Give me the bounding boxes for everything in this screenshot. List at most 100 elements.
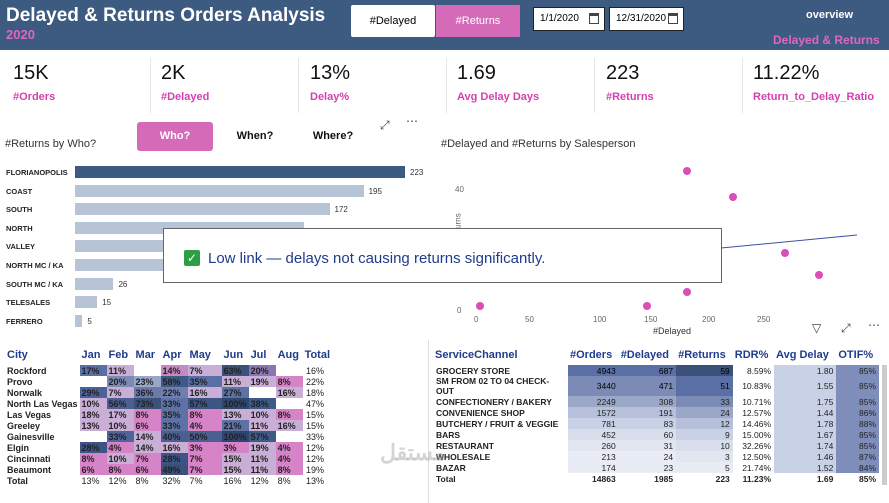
- table-row[interactable]: RESTAURANT 260 31 10 32.26% 1.74 85%: [433, 440, 879, 451]
- heat-cell: 8%: [275, 464, 303, 475]
- bar[interactable]: [75, 166, 405, 178]
- table-row[interactable]: North Las Vegas 10% 56% 73% 33% 57% 100% 38% 47%: [5, 398, 332, 409]
- table-row[interactable]: Provo 20% 23% 58% 35% 11% 19% 8% 22%: [5, 376, 332, 387]
- table-row[interactable]: Total 14863 1985 223 11.23% 1.69 85%: [433, 473, 879, 484]
- table-row[interactable]: WHOLESALE 213 24 3 12.50% 1.46 87%: [433, 451, 879, 462]
- column-header[interactable]: Jan: [81, 349, 101, 361]
- date-to-input[interactable]: 12/31/2020: [609, 7, 684, 31]
- focus-mode-icon[interactable]: ⤢: [380, 118, 390, 132]
- row-total: 13%: [306, 475, 325, 486]
- heat-cell: 8%: [275, 409, 303, 420]
- table-row[interactable]: Elgin 28% 4% 14% 16% 3% 3% 19% 4% 12%: [5, 442, 332, 453]
- heat-cell: 8%: [133, 475, 161, 486]
- heat-cell: [275, 398, 303, 409]
- table-row[interactable]: BAZAR 174 23 5 21.74% 1.52 84%: [433, 462, 879, 473]
- column-header[interactable]: RDR%: [734, 349, 769, 361]
- bar[interactable]: [75, 184, 364, 197]
- table-row[interactable]: CONVENIENCE SHOP 1572 191 24 12.57% 1.44 86%: [433, 407, 879, 418]
- heat-cell: 8%: [187, 409, 222, 420]
- heat-cell: 57%: [187, 398, 222, 409]
- column-header[interactable]: Jul: [250, 349, 267, 361]
- table-row[interactable]: BARS 452 60 9 15.00% 1.67 85%: [433, 429, 879, 440]
- bar[interactable]: [75, 314, 83, 327]
- focus-mode-icon[interactable]: ⤢: [841, 321, 851, 335]
- heat-cell: 33%: [160, 398, 188, 409]
- table-row[interactable]: BUTCHERY / FRUIT & VEGGIE 781 83 12 14.46% 1.…: [433, 418, 879, 429]
- cell-returns: 223: [715, 473, 730, 484]
- table-row[interactable]: Cincinnati 8% 10% 7% 28% 7% 15% 11% 4% 12%: [5, 453, 332, 464]
- city-name: Beaumont: [7, 464, 52, 475]
- column-header[interactable]: Avg Delay: [776, 349, 829, 361]
- segment-when[interactable]: When?: [236, 130, 274, 142]
- heat-cell: 11%: [221, 376, 249, 387]
- more-options-icon[interactable]: ⋯: [868, 318, 880, 332]
- returns-toggle-button[interactable]: #Returns: [436, 5, 520, 37]
- segment-where[interactable]: Where?: [312, 130, 354, 142]
- filter-icon[interactable]: ▽: [812, 321, 822, 335]
- scatter-point[interactable]: [642, 301, 651, 310]
- heat-cell: 22%: [160, 387, 188, 398]
- divider: [742, 58, 743, 113]
- row-total: 16%: [306, 365, 325, 376]
- heat-cell: 7%: [187, 365, 222, 376]
- cell-orders: 2249: [568, 396, 619, 407]
- column-header[interactable]: Feb: [108, 349, 129, 361]
- table-row[interactable]: Norwalk 29% 7% 36% 22% 16% 27% 16% 18%: [5, 387, 332, 398]
- date-from-input[interactable]: 1/1/2020: [533, 7, 605, 31]
- bar[interactable]: [75, 277, 114, 290]
- column-header[interactable]: #Returns: [678, 349, 726, 361]
- column-header[interactable]: #Delayed: [620, 349, 669, 361]
- bar[interactable]: [75, 203, 330, 216]
- scatter-point[interactable]: [780, 248, 789, 257]
- table-row[interactable]: GROCERY STORE 4943 687 59 8.59% 1.80 85%: [433, 365, 879, 376]
- table-row[interactable]: Rockford 17% 11% 14% 7% 63% 20% 16%: [5, 365, 332, 376]
- table-row[interactable]: CONFECTIONERY / BAKERY 2249 308 33 10.71% 1.7…: [433, 396, 879, 407]
- segment-who[interactable]: Who?: [137, 122, 213, 151]
- scatter-point[interactable]: [728, 193, 737, 202]
- column-header[interactable]: Total: [304, 349, 331, 361]
- bar[interactable]: [75, 296, 98, 309]
- heat-cell: 6%: [133, 420, 161, 431]
- heat-cell: 7%: [106, 387, 134, 398]
- column-header[interactable]: City: [7, 349, 28, 361]
- table-row[interactable]: Gainesville 33% 14% 40% 50% 100% 57% 33%: [5, 431, 332, 442]
- column-header[interactable]: ServiceChannel: [435, 349, 518, 361]
- kpi-value: 13%: [310, 62, 351, 84]
- column-header[interactable]: Mar: [135, 349, 156, 361]
- divider: [428, 340, 429, 503]
- table-row[interactable]: Greeley 13% 10% 6% 33% 4% 21% 11% 16% 15%: [5, 420, 332, 431]
- column-header[interactable]: Apr: [162, 349, 182, 361]
- overview-link[interactable]: overview: [806, 9, 854, 21]
- x-tick: 250: [757, 315, 771, 324]
- table-row[interactable]: Las Vegas 18% 17% 8% 35% 8% 13% 10% 8% 15%: [5, 409, 332, 420]
- scatter-point[interactable]: [475, 301, 484, 310]
- scatter-point[interactable]: [682, 287, 691, 296]
- table-row[interactable]: Total 13% 12% 8% 32% 7% 16% 12% 8% 13%: [5, 475, 332, 486]
- heat-cell: 12%: [106, 475, 134, 486]
- column-header[interactable]: May: [189, 349, 211, 361]
- bar[interactable]: [75, 259, 186, 271]
- city-name: Elgin: [7, 442, 29, 453]
- more-options-icon[interactable]: ⋯: [406, 114, 418, 128]
- heat-cell: 58%: [160, 376, 188, 387]
- cell-returns: 5: [676, 462, 733, 473]
- cell-returns: 51: [676, 376, 733, 396]
- scatter-point[interactable]: [682, 166, 691, 175]
- column-header[interactable]: OTIF%: [838, 349, 874, 361]
- heat-cell: 10%: [106, 453, 134, 464]
- table-row[interactable]: Beaumont 6% 8% 6% 49% 7% 15% 11% 8% 19%: [5, 464, 332, 475]
- column-header[interactable]: #Orders: [570, 349, 613, 361]
- delayed-toggle-button[interactable]: #Delayed: [351, 5, 435, 37]
- calendar-icon[interactable]: [668, 13, 678, 24]
- column-header[interactable]: Aug: [277, 349, 299, 361]
- cell-delayed: 191: [618, 407, 677, 418]
- calendar-icon[interactable]: [589, 13, 599, 24]
- bar-label: TELESALES: [6, 298, 51, 308]
- heat-cell: 17%: [79, 365, 107, 376]
- cell-orders: 3440: [568, 376, 619, 396]
- kpi-value: 2K: [161, 62, 186, 84]
- column-header[interactable]: Jun: [223, 349, 244, 361]
- scatter-point[interactable]: [815, 271, 823, 280]
- table-row[interactable]: SM FROM 02 TO 04 CHECK-OUT 3440 471 51 10.83…: [433, 376, 879, 396]
- scrollbar[interactable]: [882, 365, 887, 485]
